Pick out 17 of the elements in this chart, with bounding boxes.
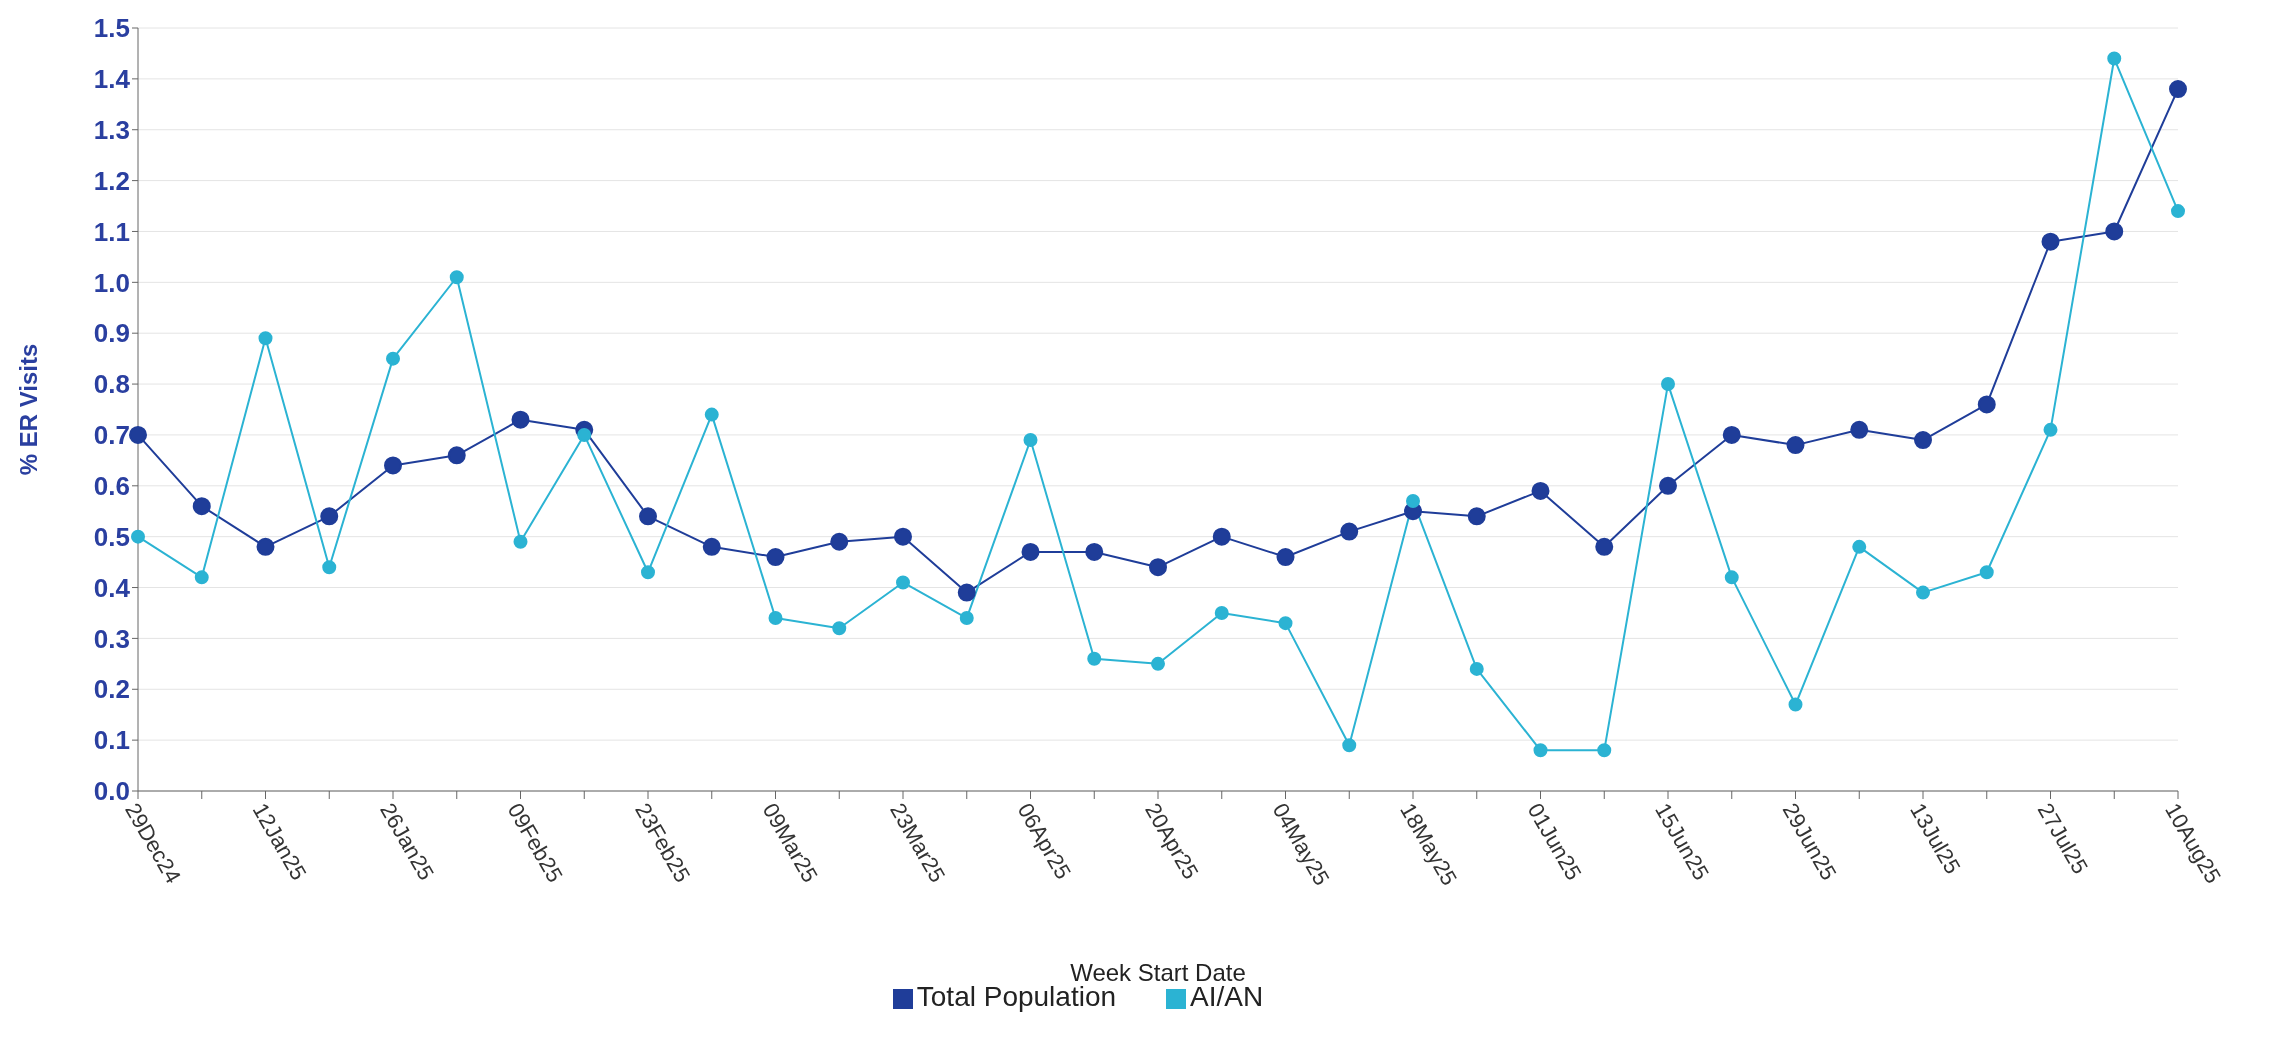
y-axis-title: % ER Visits — [14, 343, 42, 476]
y-tick-label: 0.1 — [93, 725, 130, 756]
y-tick-label: 1.5 — [93, 13, 130, 44]
y-tick-label: 0.8 — [93, 369, 130, 400]
y-tick-label: 0.9 — [93, 318, 130, 349]
y-tick-label: 0.2 — [93, 674, 130, 705]
y-tick-label: 1.1 — [93, 216, 130, 247]
y-tick-label: 0.6 — [93, 471, 130, 502]
y-tick-label: 0.4 — [93, 572, 131, 603]
y-tick-label: 0.0 — [93, 776, 130, 807]
y-tick-label: 0.5 — [93, 521, 130, 552]
y-tick-label: 0.7 — [93, 420, 130, 451]
y-tick-label: 1.4 — [93, 64, 131, 95]
y-tick-label: 1.3 — [93, 114, 130, 145]
y-tick-label: 1.2 — [93, 165, 130, 196]
y-tick-label: 0.3 — [93, 623, 130, 654]
y-tick-label: 1.0 — [93, 267, 130, 298]
